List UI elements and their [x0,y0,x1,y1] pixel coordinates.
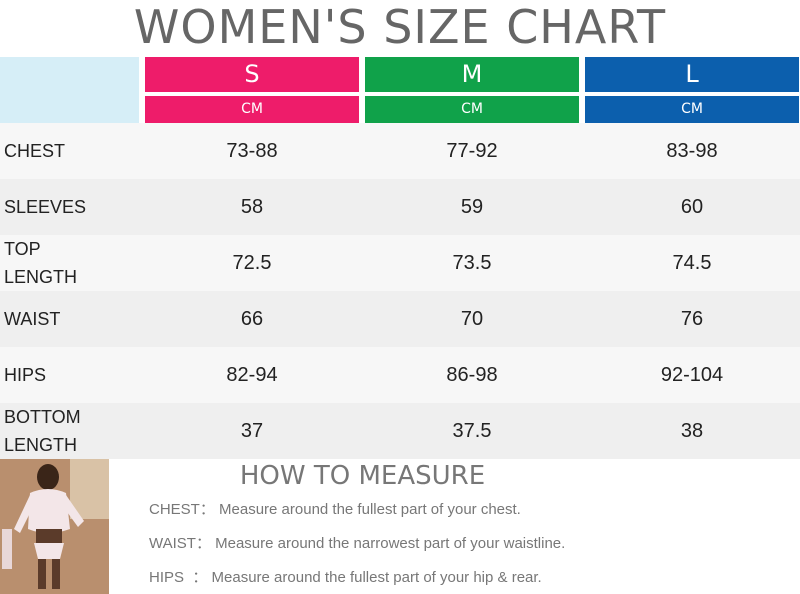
table-cell: 74.5 [672,251,712,274]
size-header-l: L [585,57,799,92]
model-photo-art [0,459,109,594]
page-title: WOMEN'S SIZE CHART [133,0,667,54]
table-cell: 72.5 [232,251,272,274]
table-row-top-length: TOP LENGTH 72.5 73.5 74.5 [0,235,800,291]
unit-header-m: CM [365,96,579,123]
table-row-sleeves: SLEEVES 58 59 60 [0,179,800,235]
table-row-waist: WAIST 66 70 76 [0,291,800,347]
measure-text: Measure around the fullest part of your … [211,569,542,586]
table-cell: 58 [240,195,264,218]
table-row-chest: CHEST 73-88 77-92 83-98 [0,123,800,179]
table-cell: 73.5 [452,251,492,274]
measure-key: WAIST： [149,535,211,552]
table-cell: 37.5 [452,419,492,442]
table-row-hips: HIPS 82-94 86-98 92-104 [0,347,800,403]
unit-header-l: CM [585,96,799,123]
size-header-s: S [145,57,359,92]
size-header-m: M [365,57,579,92]
table-cell: 92-104 [660,363,724,386]
row-label: CHEST [4,141,66,161]
model-photo [0,459,109,594]
table-cell: 76 [680,307,704,330]
measure-key: HIPS ： [149,569,208,586]
table-cell: 86-98 [446,363,498,386]
row-label: SLEEVES [4,197,87,217]
table-cell: 60 [680,195,704,218]
row-label: HIPS [4,365,47,385]
measure-title: HOW TO MEASURE [239,461,486,491]
measure-line-hips: HIPS ： Measure around the fullest part o… [149,566,542,587]
table-cell: 66 [240,307,264,330]
unit-header-s: CM [145,96,359,123]
row-label: BOTTOM LENGTH [4,407,81,455]
table-cell: 59 [460,195,484,218]
measure-line-waist: WAIST： Measure around the narrowest part… [149,532,565,553]
header-corner-cell [0,57,139,123]
table-cell: 37 [240,419,264,442]
table-cell: 82-94 [226,363,278,386]
table-cell: 73-88 [226,139,278,162]
table-cell: 38 [680,419,704,442]
measure-key: CHEST： [149,501,215,518]
row-label: WAIST [4,309,61,329]
measure-line-chest: CHEST： Measure around the fullest part o… [149,498,521,519]
row-label: TOP LENGTH [4,239,78,287]
measure-text: Measure around the narrowest part of you… [215,535,566,552]
table-cell: 83-98 [666,139,718,162]
table-cell: 70 [460,307,484,330]
table-cell: 77-92 [446,139,498,162]
table-row-bottom-length: BOTTOM LENGTH 37 37.5 38 [0,403,800,459]
measure-text: Measure around the fullest part of your … [219,501,521,518]
